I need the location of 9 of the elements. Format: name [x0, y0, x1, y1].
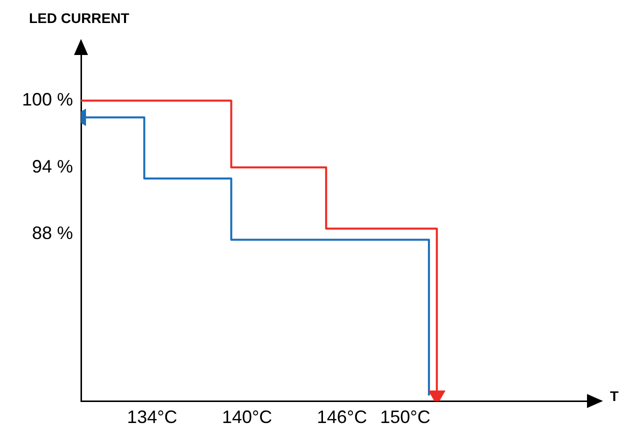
y-tick-label: 100 %	[22, 90, 73, 110]
y-tick-label: 94 %	[32, 156, 73, 176]
x-axis-title: T	[610, 388, 619, 404]
x-tick-label: 134°C	[127, 406, 178, 426]
x-tick-label: 150°C	[380, 406, 430, 426]
x-tick-label: 146°C	[316, 406, 368, 426]
y-tick-label: 88 %	[32, 223, 73, 244]
x-tick-label: 140°C	[222, 406, 272, 426]
y-axis-title: LED CURRENT	[29, 10, 130, 26]
